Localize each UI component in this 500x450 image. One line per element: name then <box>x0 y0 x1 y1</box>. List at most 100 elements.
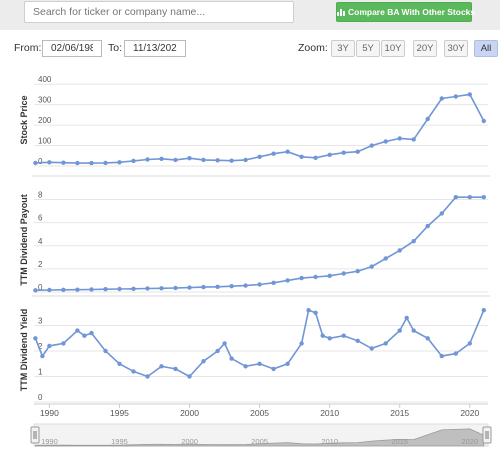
data-point[interactable] <box>61 160 66 165</box>
data-point[interactable] <box>173 366 178 372</box>
data-point[interactable] <box>285 361 290 366</box>
data-point[interactable] <box>327 273 332 278</box>
to-date-field[interactable] <box>124 40 186 57</box>
data-point[interactable] <box>467 195 472 200</box>
search-input[interactable] <box>24 1 294 23</box>
data-point[interactable] <box>453 94 458 99</box>
data-point[interactable] <box>103 287 108 292</box>
data-point[interactable] <box>89 287 94 292</box>
data-point[interactable] <box>327 152 332 157</box>
data-point[interactable] <box>82 333 87 338</box>
data-point[interactable] <box>159 364 164 369</box>
data-point[interactable] <box>145 157 150 162</box>
data-point[interactable] <box>222 341 227 346</box>
data-point[interactable] <box>33 336 38 341</box>
data-point[interactable] <box>173 285 178 291</box>
data-point[interactable] <box>159 286 164 291</box>
data-point[interactable] <box>453 351 458 356</box>
data-point[interactable] <box>439 353 444 359</box>
data-point[interactable] <box>187 285 192 290</box>
data-point[interactable] <box>173 157 178 163</box>
data-point[interactable] <box>47 160 52 165</box>
data-point[interactable] <box>271 151 276 156</box>
zoom-30y-button[interactable]: 30Y <box>444 40 468 57</box>
data-point[interactable] <box>453 195 458 200</box>
data-point[interactable] <box>369 264 374 269</box>
data-point[interactable] <box>243 283 248 288</box>
data-point[interactable] <box>61 341 66 346</box>
data-point[interactable] <box>404 315 409 321</box>
data-point[interactable] <box>33 288 38 293</box>
data-point[interactable] <box>33 160 38 166</box>
data-point[interactable] <box>187 156 192 161</box>
data-point[interactable] <box>75 328 80 333</box>
data-point[interactable] <box>187 374 192 379</box>
data-point[interactable] <box>47 343 52 349</box>
data-point[interactable] <box>159 156 164 161</box>
data-point[interactable] <box>243 364 248 369</box>
zoom-all-button[interactable]: All <box>474 40 498 57</box>
data-point[interactable] <box>383 341 388 346</box>
zoom-10y-button[interactable]: 10Y <box>381 40 405 57</box>
data-point[interactable] <box>215 348 220 354</box>
data-point[interactable] <box>383 256 388 261</box>
data-point[interactable] <box>215 158 220 163</box>
data-point[interactable] <box>201 359 206 364</box>
data-point[interactable] <box>40 353 45 359</box>
data-point[interactable] <box>243 157 248 163</box>
handle-grip[interactable] <box>30 426 40 444</box>
data-point[interactable] <box>439 211 444 216</box>
data-point[interactable] <box>355 338 360 343</box>
data-point[interactable] <box>117 361 122 366</box>
data-point[interactable] <box>397 328 402 333</box>
data-point[interactable] <box>425 116 430 122</box>
data-point[interactable] <box>327 336 332 341</box>
data-point[interactable] <box>355 149 360 154</box>
data-point[interactable] <box>75 287 80 292</box>
data-point[interactable] <box>411 328 416 333</box>
compare-stocks-button[interactable]: Compare BA With Other Stocks <box>336 2 475 22</box>
data-point[interactable] <box>89 330 94 336</box>
data-point[interactable] <box>201 284 206 290</box>
handle-grip[interactable] <box>482 426 492 444</box>
data-point[interactable] <box>481 118 486 124</box>
data-point[interactable] <box>131 158 136 164</box>
data-point[interactable] <box>313 155 318 160</box>
data-point[interactable] <box>229 356 234 361</box>
data-point[interactable] <box>320 333 325 338</box>
data-point[interactable] <box>411 239 416 244</box>
data-point[interactable] <box>369 346 374 351</box>
data-point[interactable] <box>313 310 318 315</box>
data-point[interactable] <box>117 286 122 292</box>
data-point[interactable] <box>285 149 290 154</box>
data-point[interactable] <box>131 369 136 374</box>
data-point[interactable] <box>47 287 52 293</box>
data-point[interactable] <box>341 333 346 338</box>
data-point[interactable] <box>117 160 122 165</box>
data-point[interactable] <box>313 274 318 280</box>
data-point[interactable] <box>103 160 108 166</box>
data-point[interactable] <box>271 280 276 285</box>
data-point[interactable] <box>215 284 220 289</box>
data-point[interactable] <box>75 160 80 166</box>
data-point[interactable] <box>145 374 150 379</box>
data-point[interactable] <box>467 341 472 346</box>
data-point[interactable] <box>467 92 472 97</box>
navigator-left-handle[interactable] <box>30 426 40 444</box>
data-point[interactable] <box>131 286 136 291</box>
data-point[interactable] <box>411 137 416 142</box>
data-point[interactable] <box>271 366 276 372</box>
data-point[interactable] <box>383 139 388 144</box>
data-point[interactable] <box>299 341 304 346</box>
data-point[interactable] <box>481 308 486 313</box>
data-point[interactable] <box>306 308 311 313</box>
data-point[interactable] <box>481 195 486 200</box>
data-point[interactable] <box>229 158 234 163</box>
data-point[interactable] <box>355 269 360 274</box>
data-point[interactable] <box>229 284 234 289</box>
data-point[interactable] <box>439 96 444 101</box>
data-point[interactable] <box>299 275 304 281</box>
data-point[interactable] <box>425 336 430 341</box>
data-point[interactable] <box>425 223 430 229</box>
zoom-3y-button[interactable]: 3Y <box>331 40 355 57</box>
